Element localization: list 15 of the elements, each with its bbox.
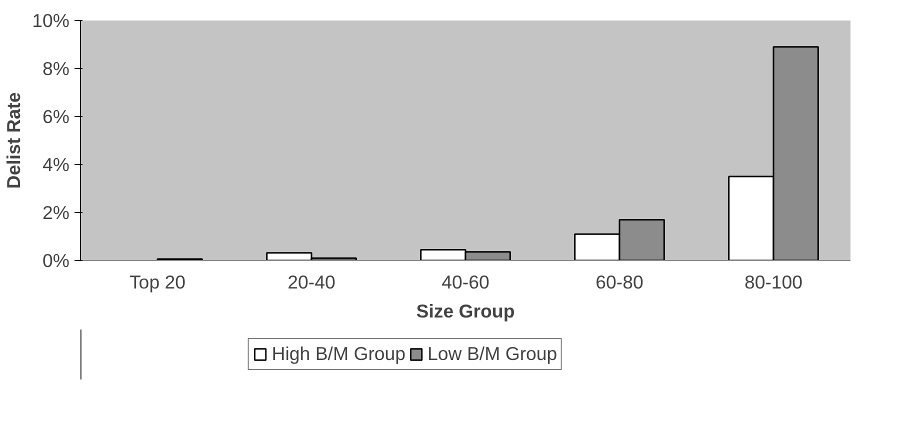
x-tick-label: 20-40 bbox=[288, 272, 336, 292]
x-axis-title: Size Group bbox=[416, 300, 515, 322]
x-tick-label: 80-100 bbox=[744, 272, 803, 292]
x-tick-label: 40-60 bbox=[442, 272, 490, 292]
legend-label: High B/M Group bbox=[272, 343, 406, 365]
y-tick-label: 4% bbox=[42, 154, 70, 175]
y-tick-label: 8% bbox=[42, 58, 70, 79]
y-tick-label: 2% bbox=[42, 202, 70, 223]
x-tick-label: 60-80 bbox=[596, 272, 644, 292]
legend-label: Low B/M Group bbox=[428, 343, 558, 365]
x-tick-label: Top 20 bbox=[129, 272, 186, 292]
y-axis-title: Delist Rate bbox=[3, 92, 24, 189]
y-tick-label: 0% bbox=[42, 250, 70, 271]
y-tick-label: 10% bbox=[32, 10, 70, 31]
y-tick-label: 6% bbox=[42, 106, 70, 127]
